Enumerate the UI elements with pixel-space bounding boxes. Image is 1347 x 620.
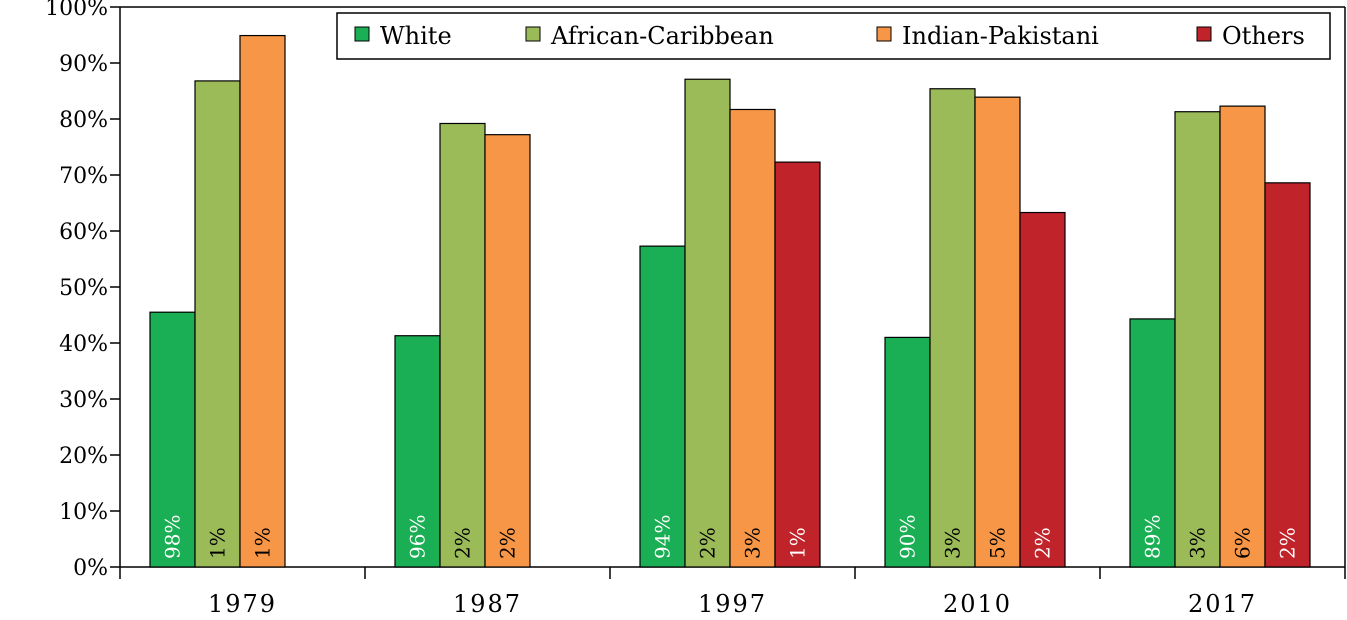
y-tick-label: 70% (59, 164, 108, 189)
bar-data-label: 1% (206, 527, 230, 559)
bar-data-label: 6% (1231, 527, 1255, 559)
bar (729, 108, 776, 568)
bar (1019, 211, 1066, 568)
y-tick-label: 40% (59, 332, 108, 357)
y-tick-label: 20% (59, 444, 108, 469)
bar (684, 78, 731, 568)
bar (149, 311, 196, 568)
bars: 98% 96% 94% 90% 89% 1% 2% 2% 3% 3% 1% 2% 3% 5% 6% 1% 2% 2… (149, 34, 1311, 568)
bar (774, 161, 821, 568)
bar-data-label: 96% (406, 515, 430, 559)
bar-data-label: 94% (651, 515, 675, 559)
legend-label: White (380, 22, 452, 50)
bar (1219, 105, 1266, 568)
bar-data-label: 89% (1141, 515, 1165, 559)
bar (1174, 111, 1221, 568)
legend-swatch (876, 26, 892, 42)
bar (929, 88, 976, 568)
bar (484, 134, 531, 568)
legend-swatch (525, 26, 541, 42)
axes: 0% 10% 20% 30% 40% 50% 60% 70% 80% 90% 100% 1979 198… (45, 0, 1346, 618)
bar-data-label: 3% (1186, 527, 1210, 559)
bar-data-label: 2% (696, 527, 720, 559)
x-category-label: 2017 (1188, 590, 1257, 618)
bar-data-label: 90% (896, 515, 920, 559)
legend-label: African-Caribbean (550, 22, 774, 50)
bar-data-label: 3% (941, 527, 965, 559)
y-tick-label: 0% (73, 556, 108, 581)
bar-data-label: 2% (1276, 527, 1300, 559)
y-tick-label: 100% (45, 0, 108, 21)
legend-swatch (1196, 26, 1212, 42)
x-category-label: 1987 (453, 590, 522, 618)
legend: White African-Caribbean Indian-Pakistani Ot… (336, 12, 1331, 60)
bar-data-label: 1% (786, 527, 810, 559)
x-category-label: 1997 (698, 590, 767, 618)
y-tick-label: 50% (59, 276, 108, 301)
y-tick-label: 10% (59, 500, 108, 525)
bar (639, 245, 686, 568)
bar (194, 80, 241, 568)
bar-data-label: 5% (986, 527, 1010, 559)
legend-swatch (354, 26, 370, 42)
bar (394, 335, 441, 568)
bar (1129, 318, 1176, 568)
bar (974, 96, 1021, 568)
bar (239, 34, 286, 568)
bar-data-label: 2% (1031, 527, 1055, 559)
bar-data-label: 2% (496, 527, 520, 559)
legend-box (336, 12, 1331, 60)
bar-data-label: 2% (451, 527, 475, 559)
legend-label: Others (1222, 22, 1305, 50)
y-tick-label: 90% (59, 52, 108, 77)
y-tick-label: 80% (59, 108, 108, 133)
y-tick-label: 30% (59, 388, 108, 413)
x-category-label: 2010 (943, 590, 1012, 618)
bar-data-label: 1% (251, 527, 275, 559)
bar-data-label: 3% (741, 527, 765, 559)
legend-label: Indian-Pakistani (902, 22, 1099, 50)
x-category-label: 1979 (208, 590, 277, 618)
y-tick-label: 60% (59, 220, 108, 245)
bar (1264, 182, 1311, 568)
bar (439, 122, 486, 568)
bar-data-label: 98% (161, 515, 185, 559)
